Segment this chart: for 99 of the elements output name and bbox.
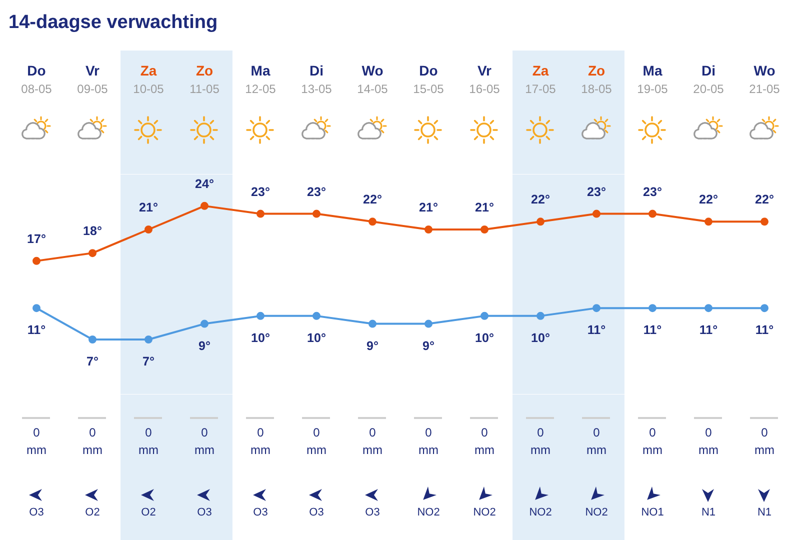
text: 0 mm xyxy=(698,426,719,457)
text: 0 mm xyxy=(306,426,327,457)
x-tick-label: Ma 19-05 xyxy=(637,62,668,96)
data-label: 9° xyxy=(366,338,378,353)
text: NO1 xyxy=(641,506,664,518)
text: O2 xyxy=(141,506,156,518)
data-label: 7° xyxy=(142,354,154,368)
point xyxy=(312,210,320,218)
data-label: 22° xyxy=(531,192,550,207)
point xyxy=(144,336,152,344)
point xyxy=(424,226,432,234)
x-tick-label: Zo 11-05 xyxy=(190,62,220,96)
x-tick-label: Vr 16-05 xyxy=(469,62,500,96)
text: 0 mm xyxy=(418,426,439,457)
data-label: 18° xyxy=(83,224,102,238)
text: 0 mm xyxy=(82,426,103,457)
point xyxy=(88,336,96,344)
text: NO2 xyxy=(417,506,440,518)
text: 0 mm xyxy=(530,426,551,457)
x-tick-label: Vr 09-05 xyxy=(77,62,108,96)
x-tick-label: Ma 12-05 xyxy=(245,62,276,96)
text: N1 xyxy=(701,506,716,518)
data-label: 23° xyxy=(587,184,606,199)
text: O3 xyxy=(253,506,268,518)
text: 0 mm xyxy=(754,426,775,457)
data-label: 11° xyxy=(27,323,46,338)
text: 0 mm xyxy=(250,426,271,457)
text: 0 mm xyxy=(194,426,215,457)
point xyxy=(536,218,544,226)
point xyxy=(760,218,768,226)
point xyxy=(592,304,600,312)
x-tick-label: Di 13-05 xyxy=(301,62,332,96)
text: 0 mm xyxy=(586,426,607,457)
point xyxy=(536,312,544,320)
point xyxy=(32,304,40,312)
point xyxy=(256,210,264,218)
text: NO2 xyxy=(529,506,552,518)
point xyxy=(256,312,264,320)
x-tick-label: Zo 18-05 xyxy=(581,62,612,96)
x-tick-label: Do 15-05 xyxy=(413,62,444,96)
x-tick-label: Di 20-05 xyxy=(693,62,724,96)
text: O3 xyxy=(29,506,44,518)
data-label: 11° xyxy=(587,323,606,338)
data-label: 22° xyxy=(699,192,718,207)
point xyxy=(480,312,488,320)
point xyxy=(200,202,208,210)
text: O3 xyxy=(365,506,380,518)
point xyxy=(368,320,376,328)
data-label: 23° xyxy=(643,184,662,199)
data-label: 10° xyxy=(251,330,270,345)
data-label: 22° xyxy=(755,192,774,207)
point xyxy=(760,304,768,312)
x-tick-label: Wo 21-05 xyxy=(749,62,780,96)
point xyxy=(144,226,152,234)
point xyxy=(480,226,488,234)
data-label: 23° xyxy=(307,184,326,199)
text: O3 xyxy=(309,506,324,518)
text: 0 mm xyxy=(138,426,159,457)
chart-title: 14-daagse verwachting xyxy=(8,12,218,33)
point xyxy=(424,320,432,328)
text: NO2 xyxy=(473,506,496,518)
text: 0 mm xyxy=(362,426,383,457)
data-label: 17° xyxy=(27,232,46,246)
point xyxy=(32,256,40,265)
point xyxy=(704,304,712,312)
text: NO2 xyxy=(585,506,608,518)
x-tick-label: Do 08-05 xyxy=(21,62,52,96)
text: N1 xyxy=(757,506,772,518)
data-label: 24° xyxy=(195,176,214,191)
data-label: 9° xyxy=(422,338,434,353)
data-label: 21° xyxy=(475,200,494,214)
data-label: 10° xyxy=(307,330,326,345)
data-label: 11° xyxy=(699,323,718,338)
x-tick-label: Za 10-05 xyxy=(133,62,164,96)
point xyxy=(200,320,208,328)
text: 0 mm xyxy=(642,426,663,457)
point xyxy=(704,218,712,226)
data-label: 22° xyxy=(363,192,382,207)
point xyxy=(312,312,320,320)
point xyxy=(648,210,656,218)
data-label: 9° xyxy=(198,338,210,353)
text: 0 mm xyxy=(474,426,495,457)
point xyxy=(88,249,96,258)
data-label: 11° xyxy=(643,323,662,338)
data-label: 21° xyxy=(139,200,158,214)
x-tick-label: Za 17-05 xyxy=(525,62,556,96)
data-label: 21° xyxy=(419,200,438,214)
point xyxy=(592,210,600,218)
text: O2 xyxy=(85,506,100,518)
text: O3 xyxy=(197,506,212,518)
data-label: 10° xyxy=(531,330,550,345)
data-label: 23° xyxy=(251,184,270,199)
text: 0 mm xyxy=(26,426,47,457)
data-label: 10° xyxy=(475,330,494,345)
x-tick-label: Wo 14-05 xyxy=(357,62,388,96)
point xyxy=(648,304,656,312)
data-label: 11° xyxy=(755,323,774,338)
point xyxy=(368,218,376,226)
data-label: 7° xyxy=(86,354,98,368)
